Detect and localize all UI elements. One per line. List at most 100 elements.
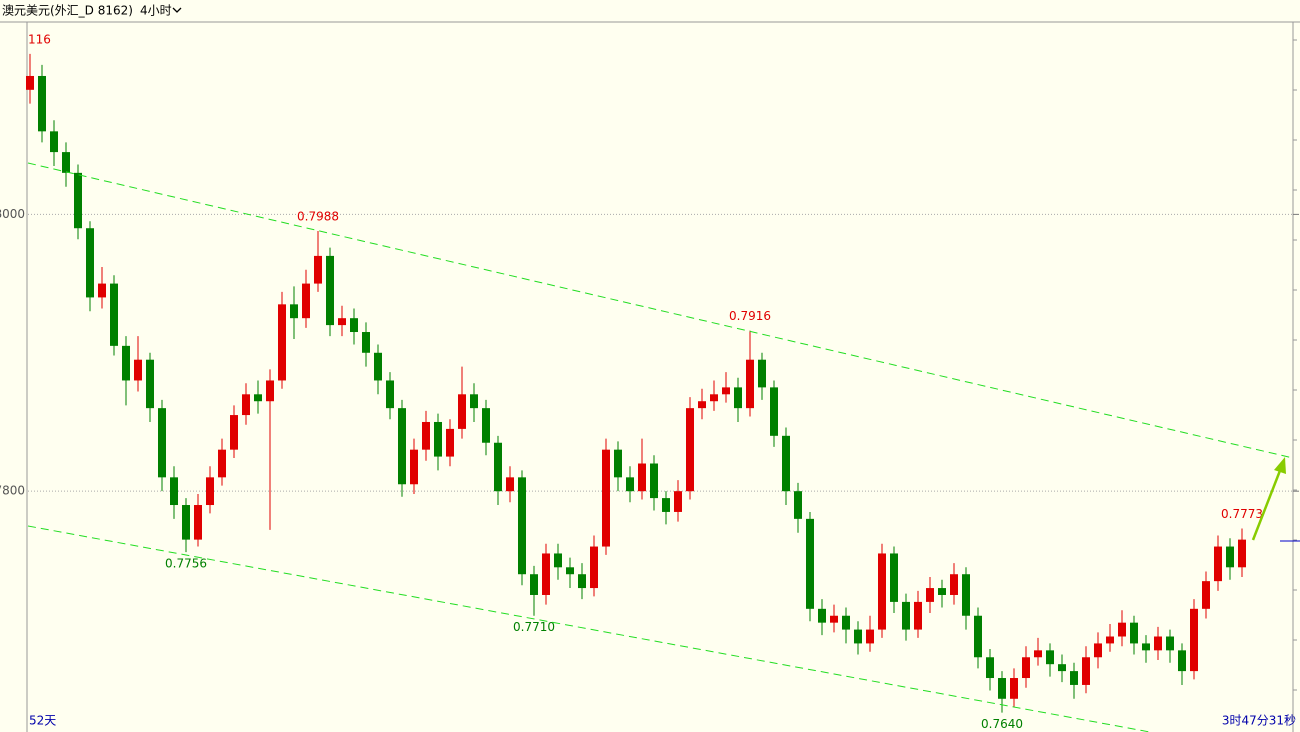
candle-body	[1082, 657, 1090, 685]
candle-body	[86, 228, 94, 298]
candle-body	[530, 574, 538, 595]
candle-body	[662, 498, 670, 512]
candle-body	[374, 352, 382, 381]
candle-body	[602, 449, 610, 547]
candle-body	[578, 574, 586, 589]
candle-body	[1202, 581, 1210, 609]
candle-body	[158, 408, 166, 478]
candle-body	[50, 131, 58, 153]
candle-body	[422, 421, 430, 450]
candle-body	[806, 518, 814, 609]
candle-body	[458, 394, 466, 429]
candle-body	[170, 477, 178, 506]
candle-body	[554, 553, 562, 568]
low-label: 0.7640	[981, 717, 1023, 731]
candle-body	[1238, 539, 1246, 568]
low-label: 0.7710	[513, 620, 555, 634]
candle-body	[842, 615, 850, 630]
candle-body	[974, 615, 982, 658]
y-tick-label: 8000	[0, 207, 25, 221]
candle-body	[230, 415, 238, 450]
high-label: 0.7916	[729, 309, 771, 323]
candle-body	[1154, 636, 1162, 651]
candle-body	[710, 394, 718, 402]
candle-body	[242, 394, 250, 416]
candle-body	[302, 283, 310, 319]
candle-body	[134, 359, 142, 381]
candle-body	[1034, 650, 1042, 658]
candle-body	[398, 408, 406, 485]
candle-body	[914, 601, 922, 630]
candle-body	[122, 345, 130, 381]
candle-body	[758, 359, 766, 388]
candle-body	[1178, 650, 1186, 672]
candle-body	[698, 401, 706, 409]
candle-body	[350, 318, 358, 333]
period[interactable]: 4小时	[140, 4, 172, 18]
candle-body	[1190, 608, 1198, 672]
candle-body	[266, 380, 274, 402]
footer-left: 52天	[29, 714, 56, 728]
candle-body	[386, 380, 394, 409]
candle-body	[278, 304, 286, 381]
candle-body	[1058, 664, 1066, 672]
candle-body	[590, 546, 598, 589]
candle-body	[854, 629, 862, 644]
symbol[interactable]: 澳元美元(外汇_D 8162)	[2, 4, 133, 18]
candle-body	[1046, 650, 1054, 665]
candle-body	[722, 387, 730, 395]
candle-body	[26, 75, 34, 90]
candle-body	[326, 255, 334, 326]
candle-body	[218, 449, 226, 478]
candle-body	[566, 567, 574, 575]
candle-body	[734, 387, 742, 409]
plot-area: 8000 7800 116 0.7988 0.7916 0.7773 0.7756 0.771…	[0, 32, 1299, 731]
candle-body	[998, 678, 1006, 699]
candle-body	[866, 629, 874, 644]
candle-body	[362, 332, 370, 353]
candle-body	[950, 574, 958, 595]
channel-lower	[27, 525, 1151, 732]
candle-body	[638, 463, 646, 492]
candle-body	[794, 491, 802, 519]
candle-body	[1166, 636, 1174, 651]
candle-body	[1214, 546, 1222, 582]
candle-body	[782, 435, 790, 492]
candle-body	[1118, 622, 1126, 637]
candle-body	[110, 283, 118, 346]
candle-body	[1022, 657, 1030, 679]
candle-body	[878, 553, 886, 630]
y-tick-label: 7800	[0, 484, 25, 498]
candle-body	[1094, 643, 1102, 658]
candle-body	[506, 477, 514, 492]
candle-body	[626, 477, 634, 492]
candle-body	[1010, 678, 1018, 699]
candle-body	[1142, 643, 1150, 651]
candle-body	[62, 152, 70, 173]
candle-body	[830, 615, 838, 623]
candle-body	[1130, 622, 1138, 644]
high-label: 0.7988	[297, 209, 339, 223]
candle-body	[1106, 636, 1114, 644]
candle-body	[410, 449, 418, 485]
candle-body	[446, 428, 454, 457]
candle-body	[542, 553, 550, 595]
candle-body	[194, 505, 202, 540]
candle-body	[902, 601, 910, 630]
period-dropdown-icon[interactable]	[172, 7, 182, 13]
candle-body	[290, 304, 298, 319]
candle-body	[650, 463, 658, 499]
candle-body	[98, 283, 106, 298]
candle-body	[494, 442, 502, 492]
candle-body	[74, 172, 82, 229]
candle-body	[206, 477, 214, 506]
header-bar	[0, 0, 1300, 22]
candle-body	[338, 318, 346, 326]
candle-body	[746, 359, 754, 409]
low-label: 0.7756	[165, 557, 207, 571]
candle-body	[674, 491, 682, 512]
candle-body	[1070, 671, 1078, 685]
candle-body	[482, 408, 490, 443]
candle-body	[938, 588, 946, 595]
